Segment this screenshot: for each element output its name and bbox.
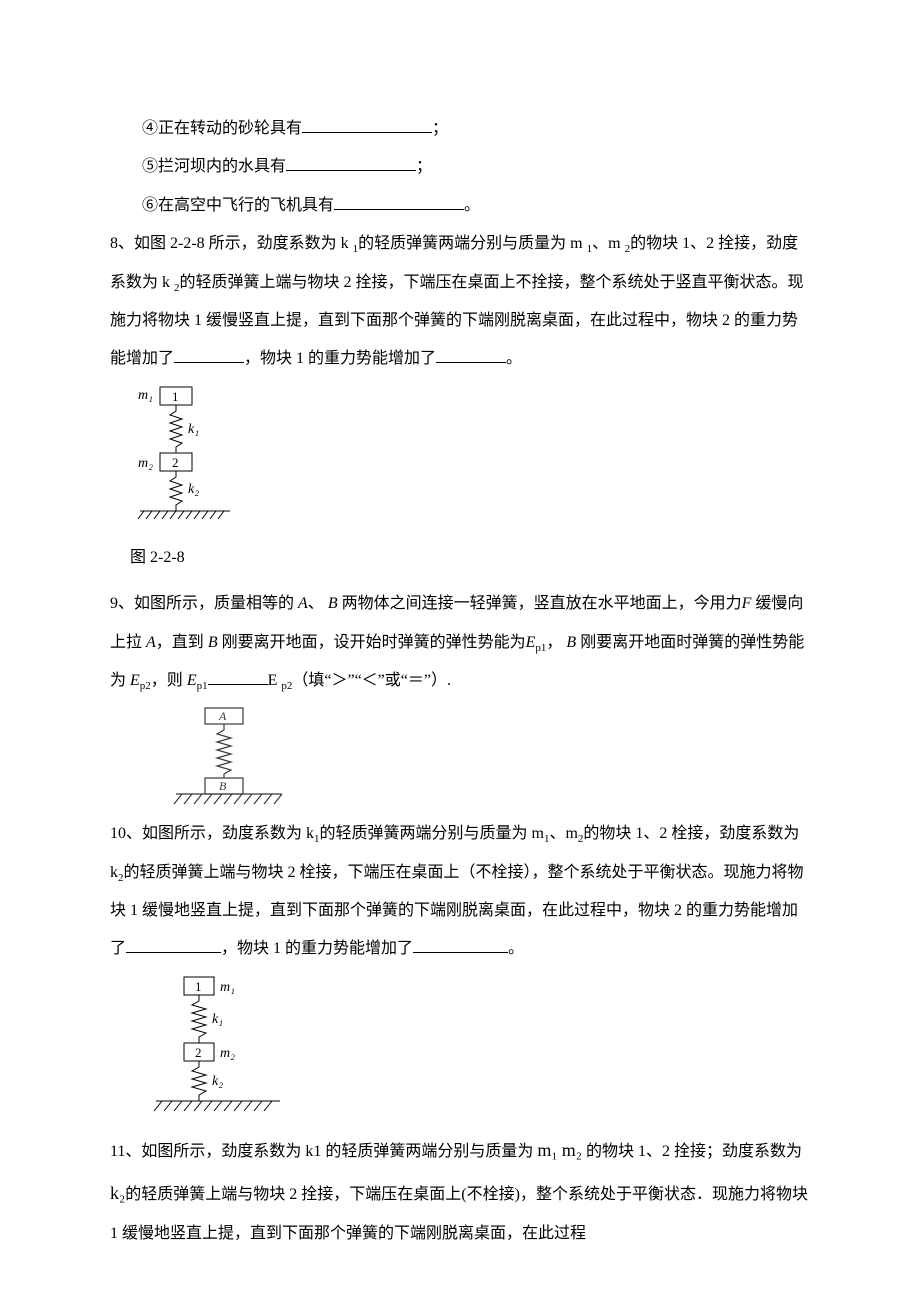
q9-seg1: 9、如图所示，质量相等的 [110,595,298,612]
fig10-m2: m₂ [220,1046,235,1061]
q10-seg2: 的轻质弹簧两端分别与质量为 m [320,825,544,842]
figure-2-2-8: m₁ 1 k₁ m₂ 2 k₂ [130,385,240,535]
fig8-m1-label: m₁ [138,388,153,403]
fig8-block2-label: 2 [172,455,179,470]
blank-10a[interactable] [126,936,221,953]
q8-tail: 。 [506,350,522,367]
blank-5[interactable] [286,154,416,171]
item-4-text: ④正在转动的砂轮具有 [142,120,302,137]
blank-6[interactable] [334,193,464,210]
q10-seg1: 10、如图所示，劲度系数为 k [110,825,314,842]
q11-seg1: 11、如图所示，劲度系数为 k1 的轻质弹簧两端分别与质量为 [110,1143,537,1160]
q8-seg3: 、m [592,235,624,252]
figure-10: 1 m₁ k₁ 2 m₂ k₂ [150,975,290,1125]
question-11: 11、如图所示，劲度系数为 k1 的轻质弹簧两端分别与质量为 m₁ m₂ 的物块… [110,1129,810,1254]
fig10-k2: k₂ [212,1074,223,1089]
q10-seg3: 、m [549,825,577,842]
q11-seg3: 的轻质弹簧上端与物块 2 拴接，下端压在桌面上(不栓接)，整个系统处于平衡状态．… [110,1186,808,1242]
fig9-A: A [218,709,227,723]
q8-seg: 8、如图 2-2-8 所示，劲度系数为 k [110,235,353,252]
q9-seg9: ，则 [151,672,187,689]
item-6: ⑥在高空中飞行的飞机具有 。 [110,187,810,225]
q11-m1: m₁ [537,1140,557,1160]
blank-4[interactable] [302,116,432,133]
figure-2-2-8-caption: 图 2-2-8 [130,539,810,577]
q10-mid: ，物块 1 的重力势能增加了 [221,940,413,957]
blank-8b[interactable] [436,346,506,363]
question-9: 9、如图所示，质量相等的 A、 B 两物体之间连接一轻弹簧，竖直放在水平地面上，… [110,585,810,700]
q9-Ep1: E [526,634,536,651]
q9-B2: B [208,634,218,651]
blank-8a[interactable] [174,346,244,363]
q9-paren: （填“＞”“＜”或“＝”）. [292,672,451,689]
item-4-tail: ； [432,120,448,137]
blank-10b[interactable] [413,936,508,953]
q10-tail: 。 [508,940,524,957]
question-8: 8、如图 2-2-8 所示，劲度系数为 k 1的轻质弹簧两端分别与质量为 m 1… [110,225,810,379]
q9-p2: p2 [140,680,151,692]
q8-seg2: 的轻质弹簧两端分别与质量为 m [358,235,586,252]
q9-seg6: 刚要离开地面，设开始时弹簧的弹性势能为 [218,634,526,651]
fig8-k2-label: k₂ [188,482,199,497]
q9-seg3: 两物体之间连接一轻弹簧，竖直放在水平地面上，今用力 [338,595,742,612]
q9-p1b: p1 [197,680,208,692]
q9-B1: B [328,595,338,612]
q11-seg2: 的物块 1、2 拴接；劲度系数为 [582,1143,802,1160]
q9-seg7: ， [546,634,566,651]
question-10: 10、如图所示，劲度系数为 k1的轻质弹簧两端分别与质量为 m1、m2的物块 1… [110,815,810,969]
q9-B3: B [566,634,576,651]
q9-p1: p1 [535,642,546,654]
item-5-text: ⑤拦河坝内的水具有 [142,158,286,175]
fig9-B: B [219,779,227,793]
q9-p2b: p2 [281,680,292,692]
blank-9[interactable] [208,668,268,685]
figure-9: A B [170,706,290,811]
item-5: ⑤拦河坝内的水具有 ； [110,148,810,186]
fig8-k1-label: k₁ [188,422,199,437]
item-4: ④正在转动的砂轮具有 ； [110,110,810,148]
q9-tail: E [268,672,282,689]
q9-Ep1b: E [187,672,197,689]
q9-A2: A [146,634,156,651]
q9-seg5: ，直到 [156,634,208,651]
item-6-text: ⑥在高空中飞行的飞机具有 [142,197,334,214]
fig8-m2-label: m₂ [138,456,153,471]
q9-seg2: 、 [308,595,328,612]
q8-mid: ，物块 1 的重力势能增加了 [244,350,436,367]
fig8-block1-label: 1 [172,389,179,404]
q11-k2: k₂ [110,1183,125,1203]
q9-F: F [742,595,752,612]
fig10-b2: 2 [195,1045,202,1060]
item-6-tail: 。 [464,197,480,214]
q9-A1: A [298,595,308,612]
q11-m2: m₂ [562,1140,582,1160]
fig10-b1: 1 [195,979,202,994]
fig10-m1: m₁ [220,980,235,995]
item-5-tail: ； [416,158,432,175]
fig10-k1: k₁ [212,1012,223,1027]
q9-Ep2: E [130,672,140,689]
